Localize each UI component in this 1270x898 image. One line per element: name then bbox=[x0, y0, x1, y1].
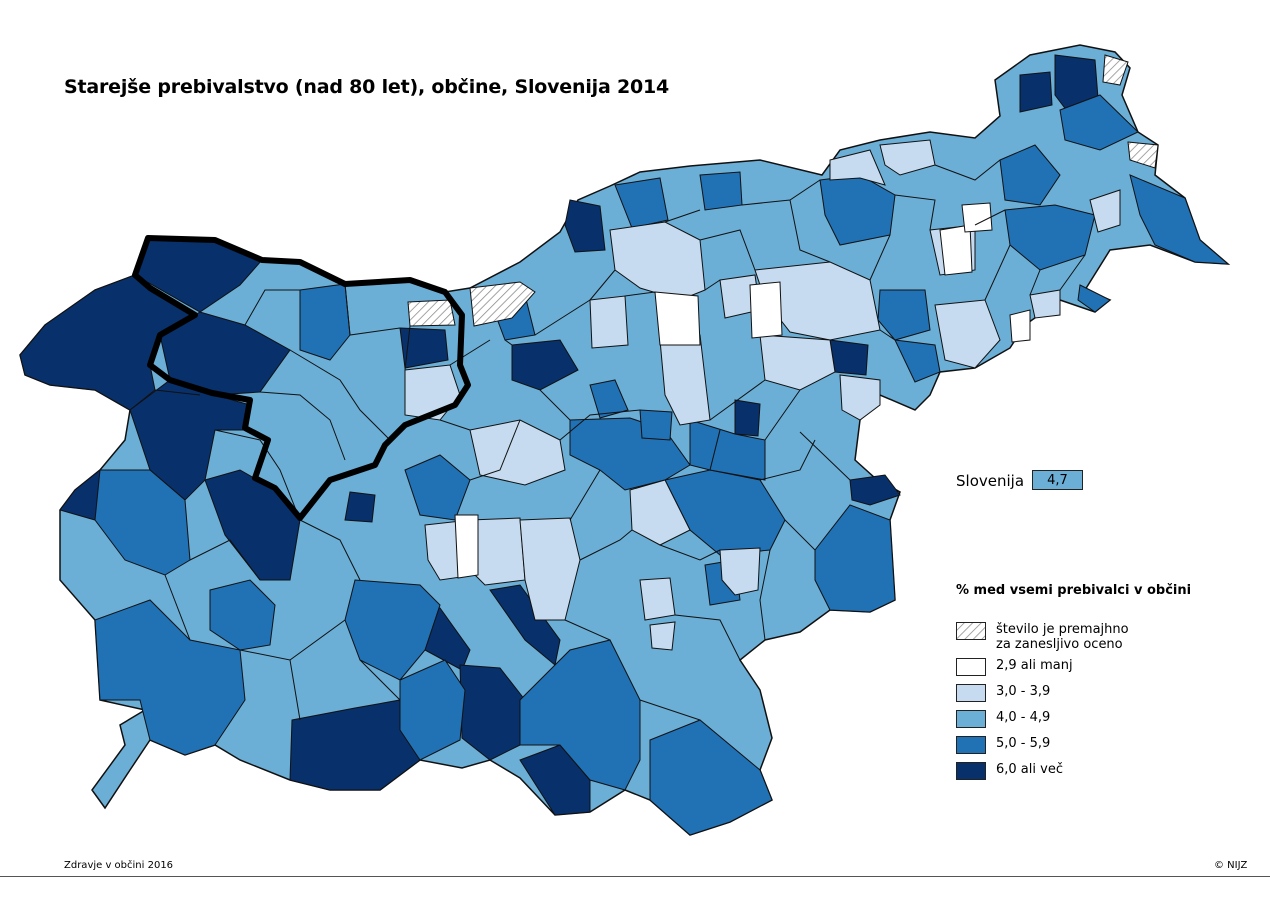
national-value-box: 4,7 bbox=[1032, 470, 1083, 490]
legend-swatch-medium-dark bbox=[956, 736, 986, 754]
legend-swatch-white bbox=[956, 658, 986, 676]
legend-hatched-line2: za zanesljivo oceno bbox=[996, 637, 1123, 652]
legend-label: 6,0 ali več bbox=[996, 762, 1063, 777]
legend-swatch-dark bbox=[956, 762, 986, 780]
class-dark-regions bbox=[19, 54, 1099, 816]
class-white-regions bbox=[454, 202, 1031, 579]
hatched-swatch bbox=[956, 622, 986, 640]
footer-divider bbox=[0, 876, 1270, 877]
municipal-boundaries bbox=[154, 159, 1086, 721]
legend-swatch-light bbox=[956, 684, 986, 702]
map-title: Starejše prebivalstvo (nad 80 let), obči… bbox=[64, 76, 670, 98]
footer-copyright: © NIJZ bbox=[1214, 860, 1248, 871]
class-hatched-regions bbox=[407, 54, 1159, 327]
footer-source: Zdravje v občini 2016 bbox=[64, 860, 174, 871]
class-medium-dark-regions bbox=[94, 94, 1230, 836]
legend-label: 4,0 - 4,9 bbox=[996, 710, 1051, 725]
legend-title: % med vsemi prebivalci v občini bbox=[956, 583, 1192, 598]
legend-hatched-line1: število je premajhno bbox=[996, 622, 1129, 637]
legend-label: 2,9 ali manj bbox=[996, 658, 1073, 673]
legend-label: 3,0 - 3,9 bbox=[996, 684, 1051, 699]
legend-label: 5,0 - 5,9 bbox=[996, 736, 1051, 751]
legend-hatched-label: število je premajhno za zanesljivo oceno bbox=[996, 622, 1129, 652]
highlighted-region-outline bbox=[132, 235, 471, 521]
national-label: Slovenija bbox=[956, 472, 1025, 490]
legend-swatch-medium bbox=[956, 710, 986, 728]
